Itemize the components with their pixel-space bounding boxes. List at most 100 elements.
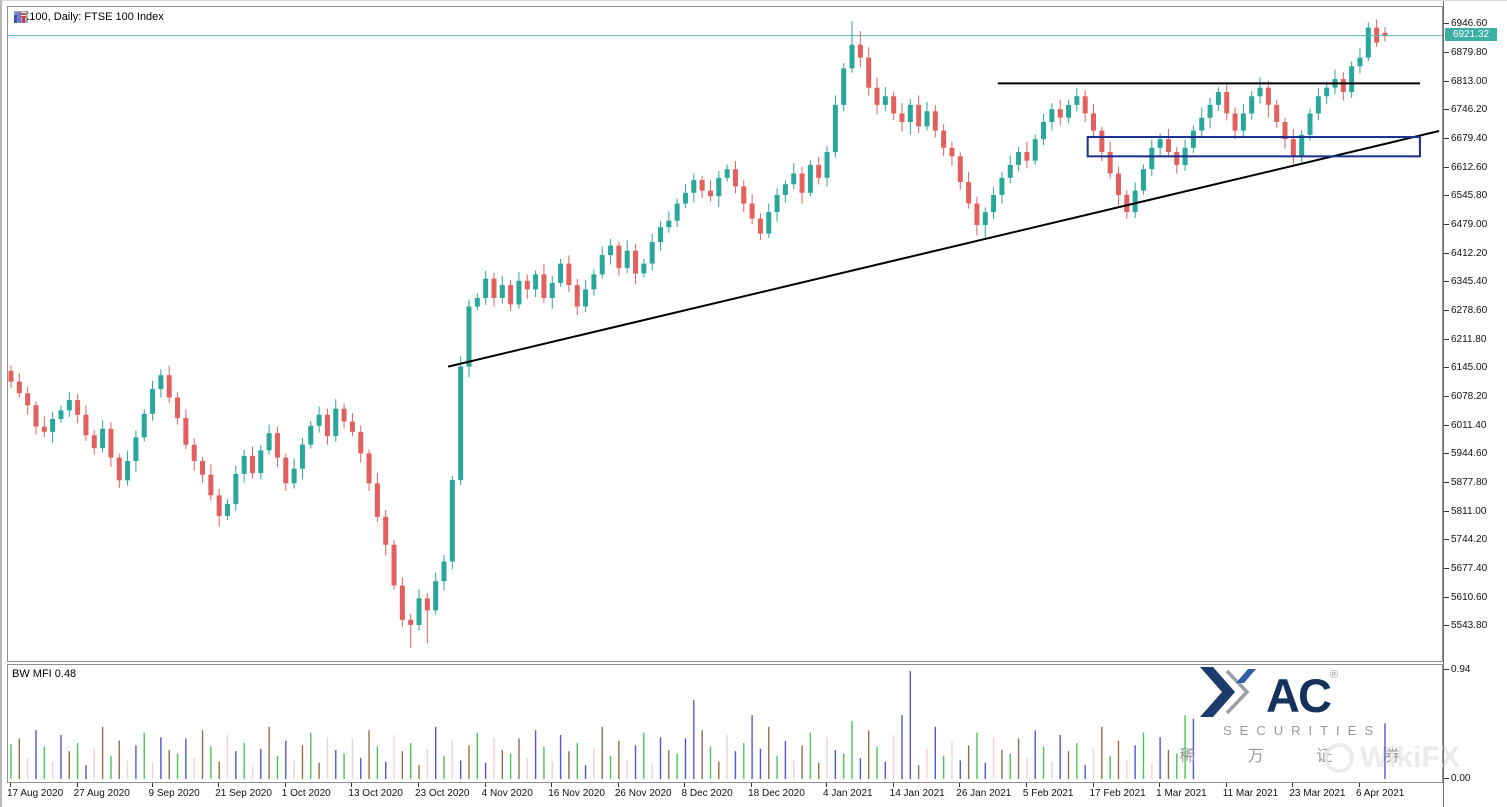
x-tick-label: 11 Mar 2021 [1222, 788, 1279, 799]
y-tick-label: 6612.60 [1451, 161, 1488, 173]
x-tick-dash [1225, 783, 1227, 787]
ascending-trendline [447, 130, 1440, 368]
y-axis-tick: 6545.80 [1444, 190, 1487, 202]
candle-body [1315, 96, 1321, 114]
candle-body [141, 413, 147, 438]
candle-body [1007, 164, 1013, 178]
y-tick-label: 6479.00 [1451, 218, 1488, 230]
candle-body [574, 285, 580, 307]
x-tick-dash [1292, 783, 1294, 787]
price-axis[interactable]: 6946.60 6879.80 6813.00 6746.20 6679.40 6612.… [1443, 1, 1507, 807]
candle-body [324, 414, 330, 437]
candle-body [1265, 87, 1271, 105]
candle-body [1340, 79, 1346, 92]
candle-body [616, 245, 622, 268]
y-tick-label: 5543.80 [1451, 620, 1488, 632]
candle-body [1374, 27, 1380, 43]
mfi-last-bar-layer [1384, 723, 1386, 779]
candle-body [1349, 66, 1355, 92]
x-tick-label: 23 Mar 2021 [1289, 788, 1346, 799]
candle-body [208, 474, 214, 496]
x-tick-dash [151, 783, 153, 787]
candle-body [782, 184, 788, 195]
y-tick-label: 5744.20 [1451, 534, 1488, 546]
candle-body [941, 130, 947, 148]
indicator-pane[interactable]: BW MFI 0.48 [7, 664, 1443, 783]
y-axis-tick: 6479.00 [1444, 218, 1487, 230]
y-axis-tick: 6612.60 [1444, 161, 1487, 173]
y-tick-label: 6946.60 [1451, 18, 1488, 30]
support-zone-rect [1086, 136, 1421, 158]
y-axis-tick: 6078.20 [1444, 390, 1487, 402]
candle-body [33, 405, 39, 427]
ind-tick-label: 0.94 [1451, 663, 1471, 675]
candle-body [25, 393, 31, 406]
y-axis-tick: 5677.40 [1444, 562, 1487, 574]
bar-chart-icon [14, 12, 25, 23]
y-axis-tick: 6211.80 [1444, 333, 1486, 345]
x-tick-dash [1358, 783, 1360, 787]
acy-chinese-text: 稀 万 证 券 [1179, 748, 1425, 765]
candle-body [807, 164, 813, 193]
candle-body [191, 444, 197, 462]
candle-body [225, 503, 231, 516]
y-axis-tick: 5944.60 [1444, 448, 1487, 460]
candle-body [133, 437, 139, 462]
y-tick-dash [1444, 596, 1449, 598]
acy-brand-text: AC [1266, 669, 1332, 722]
chart-title-bar: UK100, Daily: FTSE 100 Index [14, 11, 164, 23]
candle-body [1074, 96, 1080, 105]
candle-body [1124, 194, 1130, 213]
candle-body [408, 619, 414, 625]
candle-body [183, 418, 189, 445]
candle-body [150, 388, 156, 414]
x-tick-label: 13 Oct 2020 [348, 788, 403, 799]
candle-body [1232, 113, 1238, 131]
candle-body [458, 366, 464, 480]
y-tick-dash [1444, 510, 1449, 512]
x-tick-label: 17 Aug 2020 [7, 788, 64, 799]
candle-body [1199, 117, 1205, 131]
candle-body [991, 194, 997, 213]
candle-body [666, 220, 672, 228]
y-tick-label: 6412.20 [1451, 247, 1488, 259]
candle-body [299, 444, 305, 469]
candle-body [16, 381, 22, 394]
acy-brand-row: AC ® [1200, 667, 1338, 722]
y-tick-dash [1444, 424, 1449, 426]
y-tick-dash [1444, 109, 1449, 111]
ind-tick-label: 0.00 [1451, 772, 1471, 784]
candle-body [1115, 173, 1121, 195]
x-tick-dash [826, 783, 828, 787]
current-price-tag: 6921.32 [1445, 27, 1497, 41]
candle-body [699, 179, 705, 191]
y-tick-dash [1444, 481, 1449, 483]
ind-tick-dash [1444, 777, 1449, 779]
candle-body [374, 483, 380, 517]
y-axis-tick: 6278.60 [1444, 304, 1487, 316]
candle-body [707, 190, 713, 197]
acy-securities-logo: AC ® SECURITIES 稀 万 证 券 [1179, 667, 1404, 779]
x-tick-dash [351, 783, 353, 787]
x-tick-dash [959, 783, 961, 787]
x-tick-label: 4 Jan 2021 [823, 788, 873, 799]
candle-body [116, 457, 122, 481]
candle-body [1357, 57, 1363, 67]
candle-body [1174, 152, 1180, 165]
candle-body [316, 414, 322, 426]
price-chart-pane[interactable]: UK100, Daily: FTSE 100 Index [7, 6, 1443, 662]
candle-body [158, 375, 164, 389]
y-tick-dash [1444, 567, 1449, 569]
y-tick-label: 6746.20 [1451, 104, 1488, 116]
date-axis[interactable]: 17 Aug 2020 27 Aug 2020 9 Sep 2020 21 Sep 2… [2, 783, 1443, 807]
candle-body [58, 410, 64, 419]
candle-body [483, 278, 489, 298]
candle-body [1024, 152, 1030, 161]
candle-body [1365, 27, 1371, 58]
candle-body [1190, 130, 1196, 148]
candle-body [399, 585, 405, 620]
candle-body [1282, 122, 1288, 140]
candle-body [258, 450, 264, 474]
candle-body [1290, 139, 1296, 157]
candle-body [8, 370, 14, 382]
